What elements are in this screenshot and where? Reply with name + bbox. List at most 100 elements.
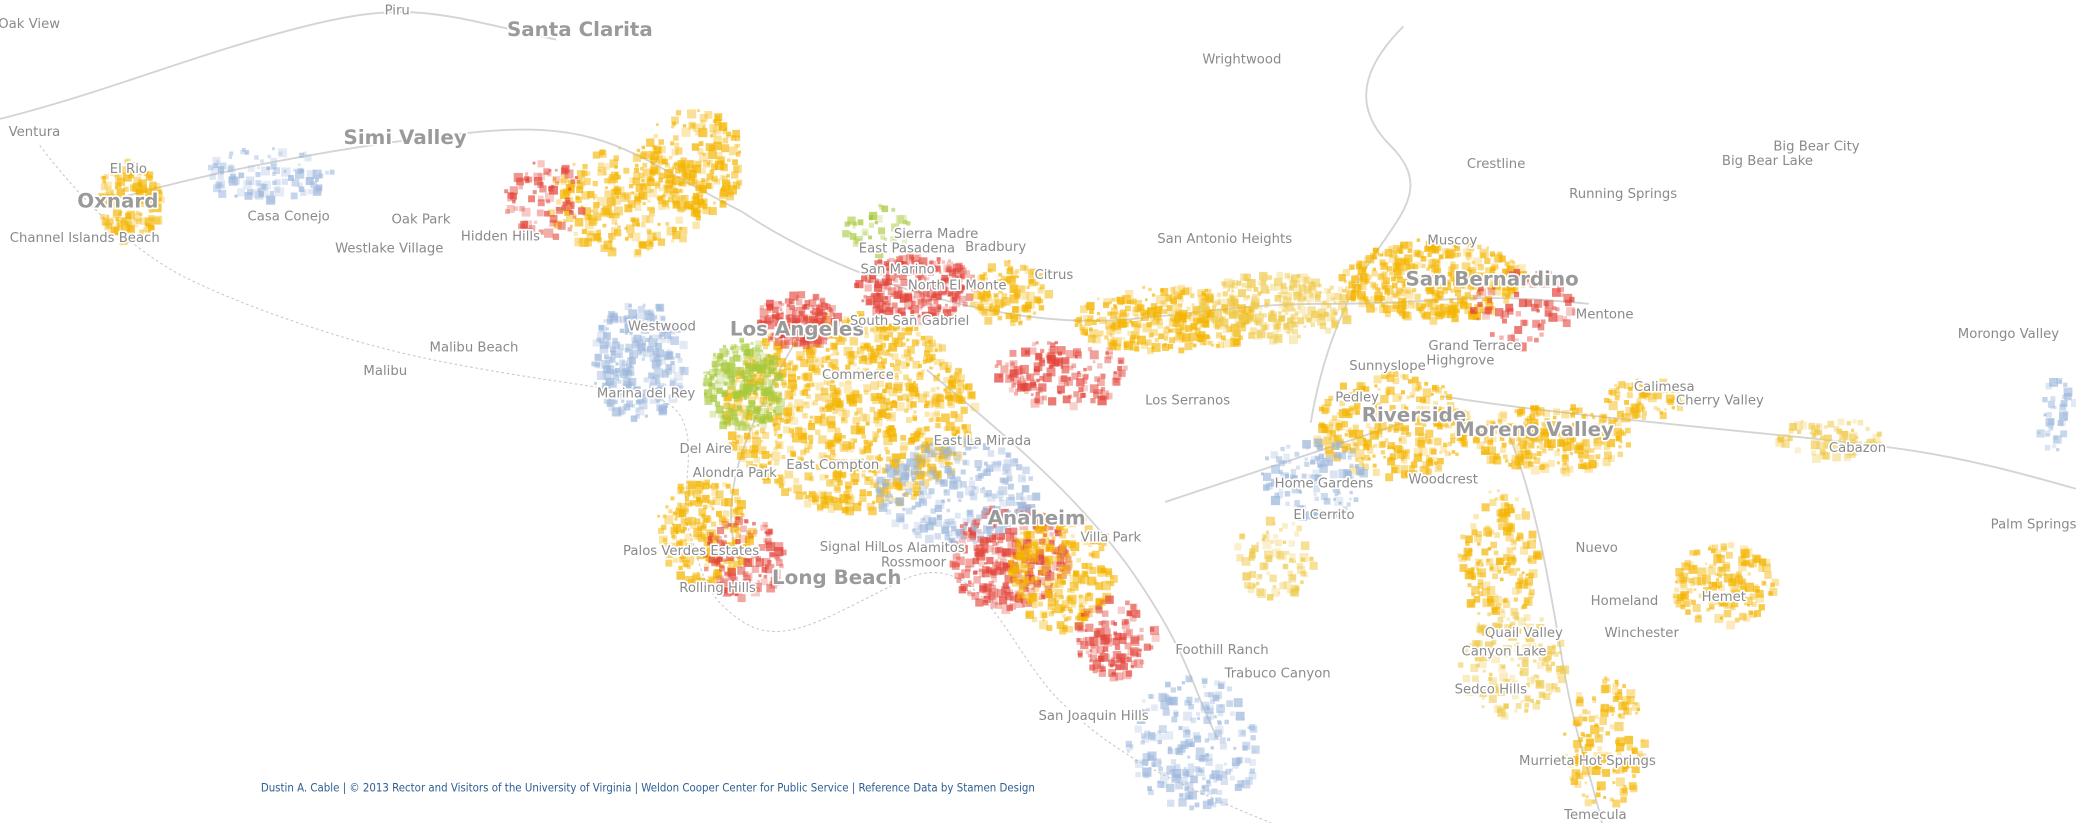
dot-patch (713, 352, 717, 356)
dot-patch (766, 404, 773, 411)
dot-patch (792, 365, 798, 371)
dot-patch (880, 358, 888, 365)
dot-patch (738, 390, 745, 397)
dot-patch (1059, 547, 1066, 554)
dot-patch (671, 148, 679, 156)
dot-patch (798, 463, 804, 469)
dot-patch (1495, 308, 1504, 317)
dot-patch (784, 335, 794, 345)
dot-patch (661, 159, 667, 164)
dot-patch (1246, 279, 1256, 288)
dot-patch (843, 316, 850, 323)
dot-patch (1453, 311, 1458, 316)
dot-patch (719, 192, 726, 199)
dot-patch (1412, 301, 1420, 309)
dot-patch (808, 364, 816, 372)
dot-patch (1149, 645, 1154, 650)
dot-patch (1239, 317, 1244, 322)
dot-patch (718, 122, 728, 132)
dot-patch (1345, 286, 1351, 292)
dot-patch (640, 325, 650, 335)
dot-patch (915, 455, 923, 463)
dot-patch (655, 378, 661, 384)
dot-patch (956, 533, 960, 537)
dot-patch (1023, 565, 1033, 575)
dot-patch (1270, 283, 1278, 291)
dot-patch (1014, 268, 1020, 274)
dot-patch (1170, 287, 1176, 292)
dot-patch (956, 380, 964, 387)
dot-patch (1431, 289, 1439, 297)
dot-patch (821, 356, 829, 364)
dot-patch (957, 270, 961, 273)
dot-patch (979, 544, 986, 551)
dot-patch (881, 283, 888, 290)
dot-patch (844, 221, 850, 227)
dot-patch (820, 319, 825, 325)
dot-patch (832, 458, 836, 462)
dot-patch (1250, 308, 1253, 312)
dot-patch (720, 188, 729, 197)
dot-patch (998, 288, 1004, 294)
dot-patch (727, 385, 736, 395)
dot-patch (1032, 382, 1037, 386)
dot-patch (1108, 668, 1117, 677)
dot-patch (1012, 306, 1020, 314)
dot-patch (619, 328, 625, 334)
dot-patch (911, 528, 916, 533)
dot-patch (597, 196, 607, 206)
dot-patch (742, 375, 749, 382)
dot-patch (850, 462, 860, 472)
dot-patch (697, 194, 704, 201)
dot-patch (1097, 363, 1103, 369)
dot-patch (1018, 285, 1026, 293)
dot-patch (911, 505, 916, 510)
dot-patch (996, 566, 1004, 575)
dot-patch (1140, 318, 1144, 321)
dot-patch (1061, 580, 1066, 585)
dot-patch (944, 519, 950, 524)
dot-patch (763, 344, 769, 350)
dot-patch (945, 421, 955, 431)
dot-patch (919, 444, 924, 448)
dot-patch (753, 414, 759, 420)
dot-patch (828, 443, 836, 452)
dot-patch (892, 384, 903, 394)
dot-patch (1228, 293, 1234, 299)
dot-patch (722, 129, 727, 135)
dot-patch (737, 566, 746, 575)
dot-patch (976, 544, 985, 553)
dot-patch (1216, 332, 1223, 339)
dot-patch (869, 323, 879, 333)
dot-patch (915, 340, 921, 345)
dot-patch (835, 438, 842, 445)
dot-patch (1030, 393, 1034, 396)
dot-patch (750, 414, 757, 421)
dot-patch (888, 346, 892, 350)
dot-patch (960, 528, 965, 534)
dot-patch (682, 124, 687, 128)
dot-patch (820, 324, 829, 333)
dot-patch (915, 331, 921, 337)
dot-patch (887, 331, 894, 338)
dot-patch (678, 565, 683, 571)
dot-patch (1162, 343, 1170, 351)
dot-patch (711, 360, 719, 368)
dot-patch (1089, 636, 1099, 646)
dot-patch (935, 475, 942, 482)
dot-patch (1012, 575, 1018, 581)
dot-patch (1426, 267, 1430, 271)
dot-patch (828, 421, 836, 429)
dot-patch (635, 399, 641, 405)
dot-patch (997, 315, 1003, 321)
dot-patch (1273, 324, 1280, 330)
dot-patch (701, 494, 710, 503)
dot-patch (637, 343, 646, 352)
dot-patch (1527, 336, 1533, 342)
dot-patch (842, 409, 850, 418)
dot-patch (1364, 272, 1369, 277)
dot-patch (642, 168, 651, 177)
dot-patch (1109, 333, 1113, 337)
dot-patch (1425, 429, 1434, 438)
dot-patch (965, 558, 975, 568)
